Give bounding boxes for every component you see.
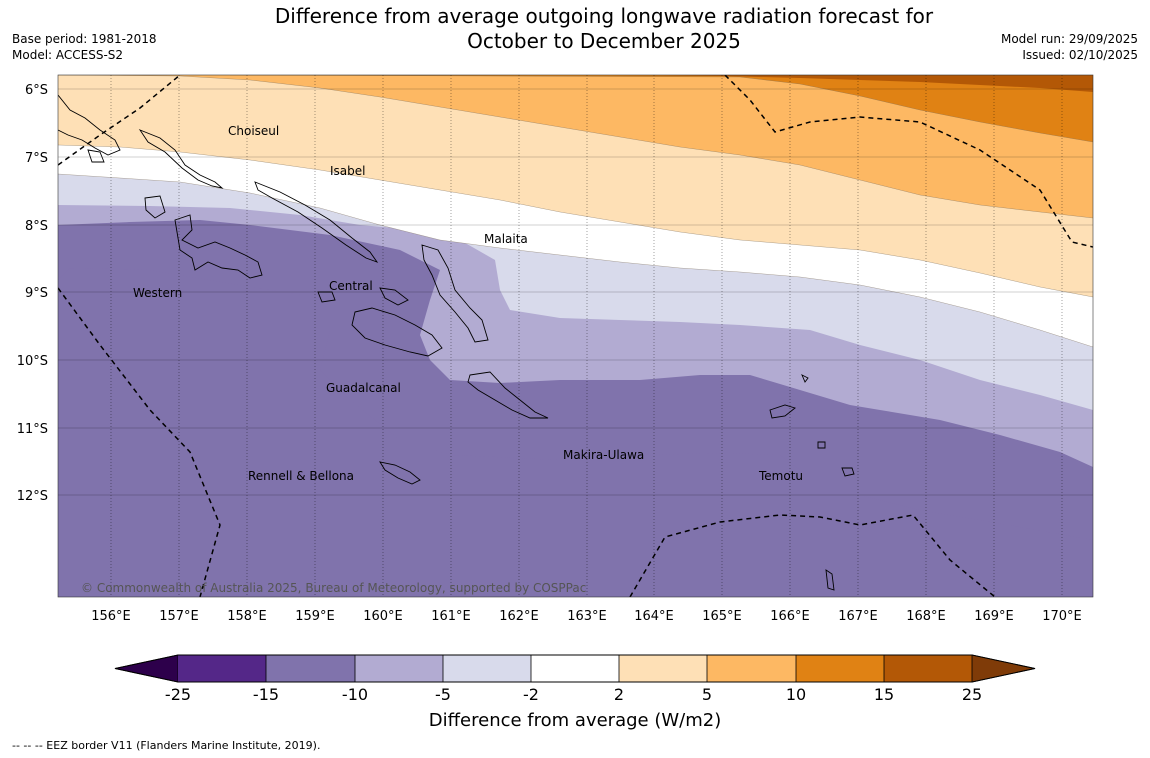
colorbar-swatch-4 <box>443 655 531 682</box>
shortland-coast <box>87 149 105 163</box>
new-georgia-coast <box>174 214 263 279</box>
model-run: Model run: 29/09/2025 <box>1000 32 1138 46</box>
lon-label-165e: 165°E <box>702 609 742 624</box>
eez-footnote: -- -- -- EEZ border V11 (Flanders Marine… <box>12 739 321 752</box>
lon-label-166e: 166°E <box>770 609 810 624</box>
lat-label-10s: 10°S <box>17 354 48 369</box>
label-rennell-bellona: Rennell & Bellona <box>248 469 354 483</box>
colorbar-swatch-1 <box>178 655 266 682</box>
band-strong-positive <box>230 75 1093 142</box>
colorbar-tick-minus5: -5 <box>435 685 451 704</box>
band-moderate-positive <box>58 75 1093 218</box>
lon-label-170e: 170°E <box>1042 609 1082 624</box>
colorbar-extend-low <box>114 654 179 683</box>
label-temotu: Temotu <box>758 469 803 483</box>
map-frame <box>57 74 1094 598</box>
choiseul-coast <box>138 129 224 189</box>
santa-cruz-coast <box>769 404 796 419</box>
lon-label-162e: 162°E <box>499 609 539 624</box>
title-line-1: Difference from average outgoing longwav… <box>274 4 934 28</box>
label-guadalcanal: Guadalcanal <box>326 381 401 395</box>
lon-label-169e: 169°E <box>974 609 1014 624</box>
label-malaita: Malaita <box>484 232 528 246</box>
colorbar-swatch-9 <box>884 655 972 682</box>
colorbar-extend-high <box>971 654 1036 683</box>
utupua-coast <box>817 441 826 449</box>
label-central: Central <box>329 279 373 293</box>
colorbar-tick-minus10: -10 <box>342 685 368 704</box>
lon-label-167e: 167°E <box>838 609 878 624</box>
guadalcanal-coast <box>351 307 443 357</box>
colorbar-tick-10: 10 <box>786 685 806 704</box>
copyright-notice: © Commonwealth of Australia 2025, Bureau… <box>81 581 586 595</box>
colorbar-tick-25: 25 <box>962 685 982 704</box>
label-western: Western <box>133 286 182 300</box>
colorbar-dividers <box>265 655 885 682</box>
colorbar-tick-minus25: -25 <box>165 685 191 704</box>
anomaly-field <box>58 75 1093 597</box>
model-name: Model: ACCESS-S2 <box>12 48 124 62</box>
rennell-coast <box>379 461 421 485</box>
chart-title: Difference from average outgoing longwav… <box>250 4 958 54</box>
lon-label-161e: 161°E <box>431 609 471 624</box>
reef-islands-coast <box>801 374 809 383</box>
colorbar-title: Difference from average (W/m2) <box>429 710 721 731</box>
band-lower-left-strong-negative <box>58 268 1093 597</box>
colorbar-outline <box>114 654 1036 683</box>
vanikoro-coast <box>841 467 855 477</box>
band-very-strong-positive <box>610 75 1093 92</box>
lat-label-9s: 9°S <box>25 286 48 301</box>
lon-label-157e: 157°E <box>159 609 199 624</box>
lon-label-164e: 164°E <box>634 609 674 624</box>
lon-label-163e: 163°E <box>567 609 607 624</box>
lon-label-159e: 159°E <box>295 609 335 624</box>
longitude-labels: 156°E 157°E 158°E 159°E 160°E 161°E 162°… <box>91 609 1082 624</box>
title-line-2: October to December 2025 <box>467 29 741 53</box>
nggela-coast <box>379 287 409 306</box>
colorbar: -25 -15 -10 -5 -2 2 5 10 15 25 Differenc… <box>114 654 1036 731</box>
lon-label-158e: 158°E <box>227 609 267 624</box>
colorbar-swatch-7 <box>707 655 796 682</box>
lon-label-156e: 156°E <box>91 609 131 624</box>
label-choiseul: Choiseul <box>228 124 279 138</box>
malaita-coast <box>421 244 489 343</box>
gridlines <box>58 88 1093 496</box>
bougainville-coast <box>58 94 121 156</box>
province-labels: Choiseul Isabel Malaita Central Western … <box>133 124 803 483</box>
label-isabel: Isabel <box>330 164 365 178</box>
colorbar-tick-5: 5 <box>702 685 712 704</box>
lat-label-7s: 7°S <box>25 151 48 166</box>
vella-lavella-coast <box>144 195 166 219</box>
band-contours <box>58 75 1093 348</box>
colorbar-swatch-8 <box>796 655 884 682</box>
meridians <box>110 75 1063 597</box>
latitude-labels: 6°S 7°S 8°S 9°S 10°S 11°S 12°S <box>17 83 48 504</box>
coastlines <box>58 94 855 591</box>
colorbar-swatch-5 <box>531 655 619 682</box>
meta-left: Base period: 1981-2018 Model: ACCESS-S2 <box>12 31 157 63</box>
russell-islands-coast <box>317 291 336 303</box>
lon-label-168e: 168°E <box>906 609 946 624</box>
colorbar-swatch-2 <box>266 655 355 682</box>
colorbar-tick-2: 2 <box>614 685 624 704</box>
isabel-coast <box>254 181 379 263</box>
makira-coast <box>467 371 549 419</box>
lat-label-8s: 8°S <box>25 219 48 234</box>
tikopia-coast <box>825 569 835 591</box>
lat-label-11s: 11°S <box>17 422 48 437</box>
colorbar-swatch-6 <box>619 655 707 682</box>
lat-label-6s: 6°S <box>25 83 48 98</box>
base-period: Base period: 1981-2018 <box>12 32 157 46</box>
eez-border <box>58 75 1093 597</box>
meta-right: Model run: 29/09/2025 Issued: 02/10/2025 <box>1001 31 1138 63</box>
issued-date: Issued: 02/10/2025 <box>1022 48 1138 62</box>
label-makira-ulawa: Makira-Ulawa <box>563 448 644 462</box>
colorbar-tick-15: 15 <box>874 685 894 704</box>
colorbar-swatch-3 <box>355 655 443 682</box>
lon-label-160e: 160°E <box>363 609 403 624</box>
colorbar-tick-minus15: -15 <box>253 685 279 704</box>
lat-label-12s: 12°S <box>17 489 48 504</box>
colorbar-tick-minus2: -2 <box>523 685 539 704</box>
